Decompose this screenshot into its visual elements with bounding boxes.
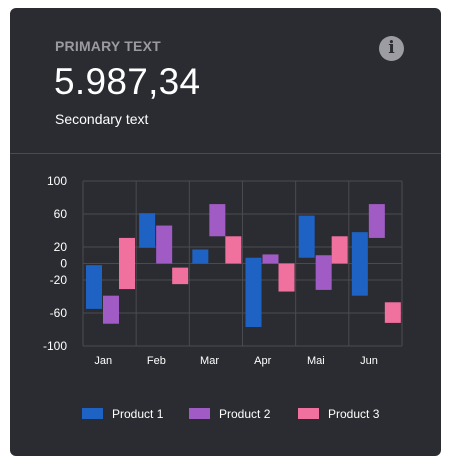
chart-bars	[86, 204, 401, 328]
y-tick-label: -100	[43, 339, 67, 353]
y-axis: 100 60 20 0 -20 -60 -100	[43, 174, 67, 353]
legend-item-product-3[interactable]: Product 3	[298, 407, 380, 421]
y-tick-label: -60	[50, 306, 68, 320]
bar-product-1-jun[interactable]	[351, 232, 368, 296]
y-tick-label: 20	[54, 240, 68, 254]
x-tick-label: Mar	[200, 355, 219, 367]
bar-product-2-feb[interactable]	[156, 225, 173, 264]
bar-product-3-mai[interactable]	[331, 236, 348, 264]
y-tick-label: -20	[50, 273, 68, 287]
bar-product-1-feb[interactable]	[139, 213, 156, 248]
main-value: 5.987,34	[54, 61, 201, 102]
bar-product-3-jun[interactable]	[384, 302, 401, 323]
bar-product-3-jan[interactable]	[119, 237, 135, 290]
y-tick-label: 60	[54, 207, 68, 221]
kpi-card: PRIMARY TEXT i 5.987,34 Secondary text 1…	[10, 8, 441, 456]
bar-product-2-mar[interactable]	[209, 204, 226, 237]
legend-swatch	[298, 408, 319, 419]
legend-swatch	[82, 408, 103, 419]
secondary-text: Secondary text	[55, 111, 149, 127]
card-header: PRIMARY TEXT i 5.987,34 Secondary text	[10, 8, 441, 154]
bar-product-2-apr[interactable]	[262, 254, 279, 264]
bar-product-3-mar[interactable]	[225, 236, 242, 264]
legend-label: Product 2	[219, 407, 271, 421]
x-tick-label: Mai	[307, 355, 325, 367]
legend-item-product-1[interactable]: Product 1	[82, 407, 164, 421]
bar-product-1-mar[interactable]	[192, 249, 209, 264]
x-tick-label: Apr	[254, 355, 271, 367]
bar-product-1-jan[interactable]	[86, 265, 102, 309]
legend-label: Product 3	[328, 407, 380, 421]
floating-bar-chart: 100 60 20 0 -20 -60 -100 Jan Feb Mar Apr Mai Jun Pr…	[43, 174, 403, 421]
legend-swatch	[189, 408, 210, 419]
bar-product-2-jun[interactable]	[368, 204, 385, 238]
chart-grid	[82, 180, 403, 347]
info-icon[interactable]: i	[379, 36, 404, 61]
y-tick-label: 100	[47, 174, 67, 188]
bar-product-3-feb[interactable]	[172, 267, 189, 285]
x-tick-label: Jun	[360, 355, 378, 367]
x-tick-label: Jan	[94, 355, 112, 367]
bar-product-1-apr[interactable]	[245, 257, 262, 328]
bar-product-2-mai[interactable]	[315, 255, 332, 290]
bar-product-2-jan[interactable]	[103, 295, 119, 324]
bar-product-1-mai[interactable]	[298, 215, 315, 258]
y-tick-label: 0	[60, 257, 67, 271]
legend-label: Product 1	[112, 407, 164, 421]
legend-item-product-2[interactable]: Product 2	[189, 407, 271, 421]
chart-legend: Product 1 Product 2 Product 3	[82, 407, 380, 421]
bar-product-3-apr[interactable]	[278, 263, 295, 292]
primary-label: PRIMARY TEXT	[55, 38, 161, 54]
x-tick-label: Feb	[147, 355, 166, 367]
x-axis: Jan Feb Mar Apr Mai Jun	[94, 355, 378, 367]
